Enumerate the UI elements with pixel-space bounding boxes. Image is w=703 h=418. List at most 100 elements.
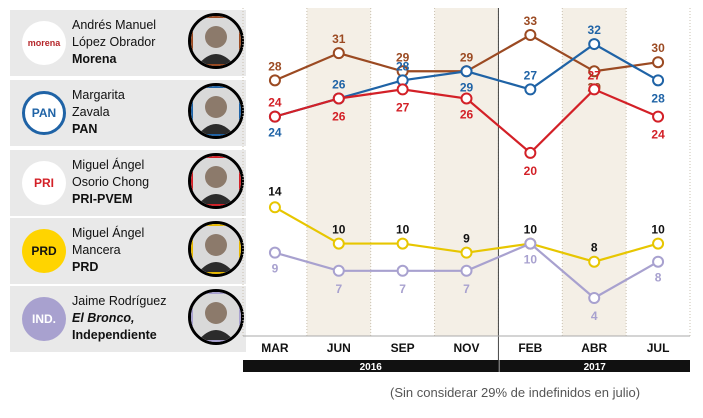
- candidate-row-prd: PRD Miguel Ángel Mancera PRD: [10, 218, 246, 284]
- candidate-photo: [188, 83, 244, 139]
- data-label: 33: [524, 14, 538, 28]
- candidate-name-line: Andrés Manuel: [72, 18, 157, 32]
- data-point: [396, 264, 409, 277]
- candidate-name-line: Margarita: [72, 88, 125, 102]
- party-logo-text: morena: [27, 38, 61, 48]
- candidate-party: Independiente: [72, 328, 157, 342]
- data-point: [652, 56, 665, 69]
- data-point: [652, 110, 665, 123]
- party-logo-icon: PRI: [22, 161, 66, 205]
- data-point: [332, 264, 345, 277]
- data-point: [588, 65, 601, 78]
- candidate-name-line: Zavala: [72, 105, 110, 119]
- candidate-name: Jaime Rodríguez El Bronco, Independiente: [72, 293, 190, 344]
- x-tick-label: JUL: [647, 341, 670, 355]
- data-label: 32: [588, 23, 602, 37]
- data-point: [268, 246, 281, 259]
- data-label: 10: [396, 223, 410, 237]
- data-label: 24: [268, 96, 282, 110]
- x-tick-label: SEP: [391, 341, 415, 355]
- data-label: 4: [591, 309, 598, 323]
- data-label: 29: [460, 50, 474, 64]
- candidate-photo: [188, 221, 244, 277]
- data-point: [588, 38, 601, 51]
- data-label: 29: [396, 50, 410, 64]
- data-label: 9: [463, 232, 470, 246]
- data-label: 29: [460, 80, 474, 94]
- party-logo-text: PRD: [31, 244, 57, 258]
- data-label: 27: [396, 100, 410, 114]
- candidate-name: Margarita Zavala PAN: [72, 87, 190, 138]
- data-label: 26: [460, 107, 474, 121]
- data-label: 10: [332, 223, 346, 237]
- year-label: 2017: [584, 362, 607, 373]
- candidate-name-line: López Obrador: [72, 35, 156, 49]
- data-point: [268, 74, 281, 87]
- candidate-party: PAN: [72, 122, 98, 136]
- party-logo-icon: PRD: [22, 229, 66, 273]
- candidate-name-line: Jaime Rodríguez: [72, 294, 167, 308]
- party-logo-icon: IND.: [22, 297, 66, 341]
- x-tick-label: JUN: [327, 341, 351, 355]
- data-label: 28: [396, 59, 410, 73]
- data-label: 26: [332, 77, 346, 91]
- data-label: 14: [268, 184, 282, 198]
- data-point: [396, 237, 409, 250]
- data-point: [652, 74, 665, 87]
- candidate-name-line: Miguel Ángel: [72, 226, 145, 240]
- candidate-row-morena: morena Andrés Manuel López Obrador Morena: [10, 10, 246, 76]
- data-label: 8: [591, 241, 598, 255]
- data-point: [652, 237, 665, 250]
- data-label: 10: [524, 223, 538, 237]
- candidate-name-line: Miguel Ángel: [72, 158, 145, 172]
- data-point: [524, 146, 537, 159]
- candidate-row-pri-pvem: PRI Miguel Ángel Osorio Chong PRI-PVEM: [10, 150, 246, 216]
- data-point: [524, 237, 537, 250]
- data-label: 8: [655, 271, 662, 285]
- party-logo-icon: PAN: [22, 91, 66, 135]
- data-label: 7: [399, 282, 406, 296]
- x-tick-label: MAR: [261, 341, 289, 355]
- year-bar: [499, 360, 690, 372]
- x-tick-label: FEB: [518, 341, 542, 355]
- candidate-party: PRD: [72, 260, 99, 274]
- data-label: 26: [332, 109, 346, 123]
- data-label: 20: [524, 164, 538, 178]
- data-label: 28: [268, 59, 282, 73]
- data-point: [460, 264, 473, 277]
- data-point: [588, 292, 601, 304]
- x-tick-label: ABR: [581, 341, 607, 355]
- data-label: 24: [268, 126, 282, 140]
- data-label: 28: [651, 91, 665, 105]
- data-point: [396, 83, 409, 96]
- candidate-legend: morena Andrés Manuel López Obrador Morena PA…: [10, 10, 246, 356]
- data-point: [460, 65, 473, 78]
- data-label: 7: [335, 282, 342, 296]
- data-label: 27: [524, 68, 538, 82]
- data-point: [332, 47, 345, 60]
- data-point: [268, 201, 281, 214]
- data-label: 9: [272, 262, 279, 276]
- data-label: 10: [651, 223, 665, 237]
- candidate-photo: [188, 153, 244, 209]
- party-logo-icon: morena: [22, 21, 66, 65]
- candidate-photo: [188, 13, 244, 69]
- party-logo-text: IND.: [32, 312, 56, 326]
- data-point: [588, 255, 601, 268]
- column-band: [434, 8, 499, 336]
- candidate-name: Miguel Ángel Osorio Chong PRI-PVEM: [72, 157, 190, 208]
- data-point: [652, 255, 665, 268]
- data-point: [268, 110, 281, 123]
- candidate-name: Andrés Manuel López Obrador Morena: [72, 17, 190, 68]
- data-point: [460, 246, 473, 259]
- x-tick-label: NOV: [453, 341, 479, 355]
- data-label: 7: [463, 282, 470, 296]
- candidate-name-line: Mancera: [72, 243, 121, 257]
- candidate-name: Miguel Ángel Mancera PRD: [72, 225, 190, 276]
- data-label: 31: [332, 32, 346, 46]
- data-point: [524, 83, 537, 96]
- year-label: 2016: [360, 362, 383, 373]
- year-bar: [243, 360, 499, 372]
- candidate-party: PRI-PVEM: [72, 192, 133, 206]
